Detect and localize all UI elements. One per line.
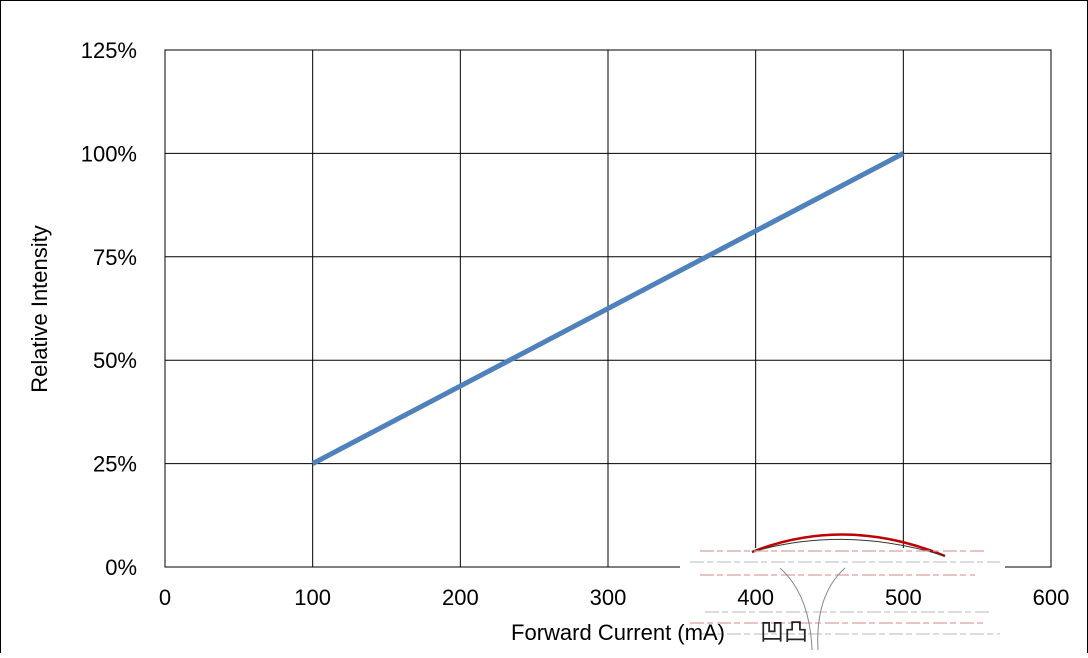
watermark-v-shape [779, 567, 846, 651]
y-tick-label-4: 100% [81, 141, 137, 166]
x-tick-label-2: 200 [442, 585, 479, 610]
x-tick-label-4: 400 [737, 585, 774, 610]
series-layer [311, 151, 905, 466]
x-tick-label-1: 100 [294, 585, 331, 610]
y-tick-label-5: 125% [81, 38, 137, 63]
x-tick-label-0: 0 [159, 585, 171, 610]
watermark-stamp: 凹凸 [680, 533, 1005, 653]
y-tick-label-0: 0% [105, 555, 137, 580]
series-line-0 [311, 151, 905, 466]
x-tick-labels: 0 100 200 300 400 500 600 [159, 585, 1069, 610]
y-axis-title: Relative Intensity [27, 225, 52, 393]
y-tick-labels: 0% 25% 50% 75% 100% 125% [81, 38, 137, 580]
x-tick-label-3: 300 [590, 585, 627, 610]
watermark-arc [751, 533, 946, 558]
y-tick-label-1: 25% [93, 452, 137, 477]
watermark-arc-inner [751, 538, 946, 557]
y-tick-label-3: 75% [93, 245, 137, 270]
plot-border [164, 49, 1052, 568]
x-axis-title: Forward Current (mA) [511, 620, 725, 645]
x-tick-label-5: 500 [885, 585, 922, 610]
watermark-text: 凹凸 [760, 619, 808, 646]
y-tick-label-2: 50% [93, 348, 137, 373]
x-tick-label-6: 600 [1033, 585, 1070, 610]
watermark-mask [680, 548, 1005, 653]
